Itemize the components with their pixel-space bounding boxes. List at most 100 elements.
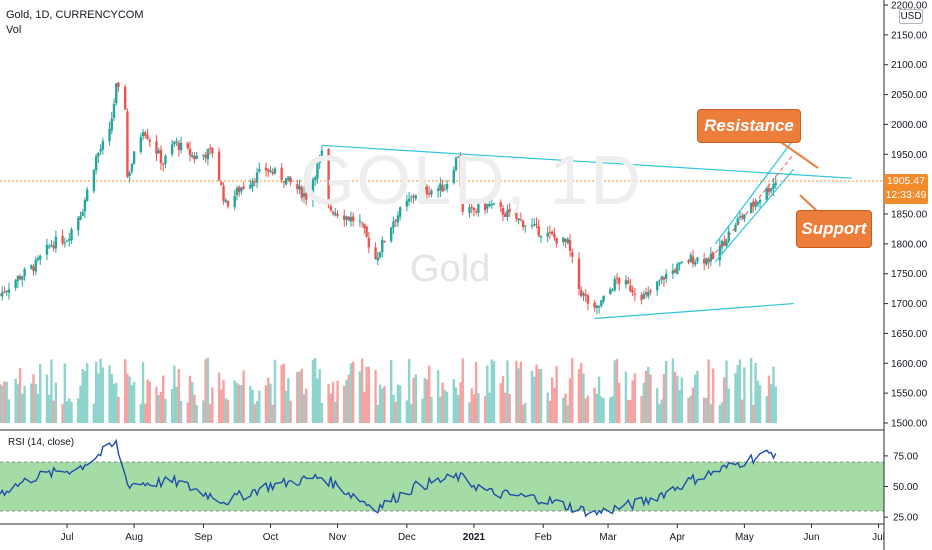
candle-body <box>14 280 17 288</box>
candle-body <box>461 187 464 212</box>
price-axis[interactable]: 1500.00 1550.00 1600.00 1650.00 1700.00 1750.… <box>884 1 928 430</box>
volume-bar <box>533 376 536 423</box>
volume-bar <box>678 390 681 423</box>
volume-bar <box>289 400 292 423</box>
candle-body <box>490 204 493 206</box>
candle-body <box>754 202 757 207</box>
volume-bar <box>383 386 386 423</box>
volume-bar <box>504 392 507 423</box>
volume-bar <box>671 358 675 423</box>
candle-body <box>770 188 773 192</box>
candle-body <box>92 170 96 192</box>
candle-body <box>208 147 212 149</box>
candle-body <box>626 280 630 284</box>
candle-body <box>501 207 505 215</box>
volume-bar <box>97 373 100 423</box>
candle-body <box>743 214 746 220</box>
candle-body <box>267 169 270 172</box>
candle-body <box>671 270 675 274</box>
candle-body <box>177 142 181 151</box>
bar-countdown: 12:33:49 <box>885 189 927 201</box>
time-axis[interactable]: Jul Aug Sep Oct Nov Dec 2021 Feb Mar Apr May Jun Jul <box>61 524 885 543</box>
volume-legend[interactable]: Vol <box>6 24 22 36</box>
price-tick-label: 1800.00 <box>891 239 928 250</box>
volume-bar <box>629 399 632 423</box>
candle-body <box>474 211 478 213</box>
rsi-tick-label: 25.00 <box>893 513 918 524</box>
volume-bar <box>1 385 4 423</box>
volume-bar <box>173 365 176 423</box>
candle-body <box>705 258 708 265</box>
volume-bar <box>336 380 339 423</box>
support-callout[interactable]: Support <box>796 210 872 248</box>
volume-bar <box>488 392 491 423</box>
volume-bar <box>562 397 565 423</box>
candle-body <box>642 293 646 299</box>
volume-bar <box>226 400 230 423</box>
resistance-callout[interactable]: Resistance <box>697 109 801 143</box>
volume-bar <box>52 400 55 423</box>
candle-body <box>0 294 2 296</box>
candle-body <box>68 238 71 241</box>
volume-bar <box>664 360 668 423</box>
volume-bar <box>217 372 221 423</box>
time-tick-label: Apr <box>670 532 686 543</box>
candle-body <box>707 259 710 263</box>
rsi-axis[interactable]: 25.00 50.00 75.00 <box>884 451 918 524</box>
volume-bar <box>647 366 650 423</box>
volume-bar <box>537 369 540 423</box>
volume-bar <box>423 378 426 423</box>
volume-bar <box>530 370 534 423</box>
volume-bar <box>774 386 777 423</box>
candle-body <box>407 198 411 202</box>
candle-body <box>378 252 382 258</box>
volume-bar <box>595 393 599 423</box>
candle-body <box>662 277 666 280</box>
time-tick-label: Nov <box>329 532 347 543</box>
candle-body <box>164 155 167 165</box>
candle-body <box>226 200 230 207</box>
volume-bar <box>298 371 301 423</box>
candle-body <box>233 195 236 207</box>
volume-bar <box>318 369 321 423</box>
candle-body <box>383 241 386 243</box>
volume-bar <box>687 397 690 423</box>
volume-bar <box>474 361 478 423</box>
candle-body <box>300 187 303 198</box>
candle-body <box>504 213 507 217</box>
candle-body <box>396 215 400 223</box>
candle-body <box>222 185 225 201</box>
volume-bar <box>662 373 666 423</box>
candle-body <box>240 187 243 192</box>
volume-bar <box>5 381 8 423</box>
candle-body <box>425 186 429 195</box>
candle-body <box>193 156 196 160</box>
candle-body <box>3 291 6 293</box>
candle-body <box>649 290 652 292</box>
candle-body <box>374 247 377 260</box>
candle-body <box>566 239 570 244</box>
candle-body <box>94 156 98 171</box>
rsi-legend[interactable]: RSI (14, close) <box>6 437 77 448</box>
volume-bar <box>365 366 368 423</box>
volume-bar <box>691 387 695 423</box>
volume-bar <box>398 385 402 423</box>
volume-bar <box>186 402 189 423</box>
volume-bar <box>220 389 223 423</box>
trendlines[interactable] <box>321 138 852 320</box>
rsi-band <box>0 462 884 511</box>
currency-badge[interactable]: USD <box>899 9 923 24</box>
volume-bar <box>711 368 715 423</box>
volume-bar <box>694 374 697 423</box>
candle-body <box>618 278 621 284</box>
volume-bar <box>123 359 127 423</box>
candle-body <box>108 128 111 142</box>
candle-body <box>711 252 715 259</box>
chart-title[interactable]: Gold, 1D, CURRENCYCOM <box>6 9 144 21</box>
candle-body <box>615 278 619 280</box>
volume-bar <box>457 394 460 423</box>
candle-body <box>302 193 306 197</box>
volume-bar <box>101 367 105 423</box>
candle-body <box>83 200 87 212</box>
